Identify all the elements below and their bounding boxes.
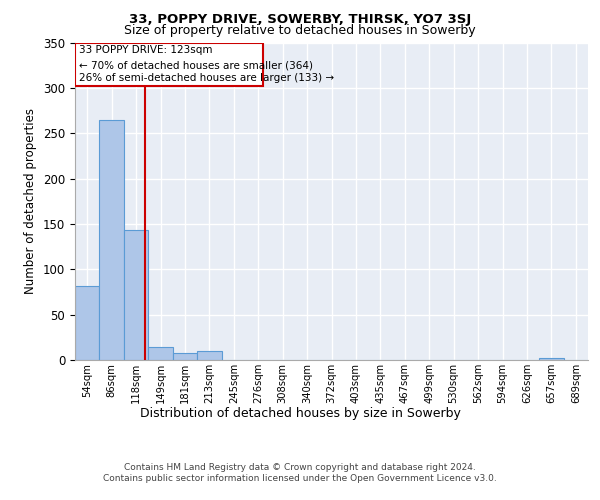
- Bar: [75, 286, 100, 360]
- Bar: [100, 120, 124, 360]
- Text: 26% of semi-detached houses are larger (133) →: 26% of semi-detached houses are larger (…: [79, 73, 334, 83]
- Bar: [124, 230, 148, 360]
- Y-axis label: Number of detached properties: Number of detached properties: [25, 108, 37, 294]
- Text: Contains public sector information licensed under the Open Government Licence v3: Contains public sector information licen…: [103, 474, 497, 483]
- Text: Contains HM Land Registry data © Crown copyright and database right 2024.: Contains HM Land Registry data © Crown c…: [124, 462, 476, 471]
- Text: 33 POPPY DRIVE: 123sqm: 33 POPPY DRIVE: 123sqm: [79, 46, 212, 56]
- Bar: [539, 358, 563, 360]
- Text: Size of property relative to detached houses in Sowerby: Size of property relative to detached ho…: [124, 24, 476, 37]
- Text: ← 70% of detached houses are smaller (364): ← 70% of detached houses are smaller (36…: [79, 60, 313, 70]
- Bar: [173, 352, 197, 360]
- Bar: [197, 351, 221, 360]
- FancyBboxPatch shape: [75, 42, 263, 86]
- Text: Distribution of detached houses by size in Sowerby: Distribution of detached houses by size …: [140, 408, 460, 420]
- Text: 33, POPPY DRIVE, SOWERBY, THIRSK, YO7 3SJ: 33, POPPY DRIVE, SOWERBY, THIRSK, YO7 3S…: [129, 12, 471, 26]
- Bar: [148, 348, 173, 360]
